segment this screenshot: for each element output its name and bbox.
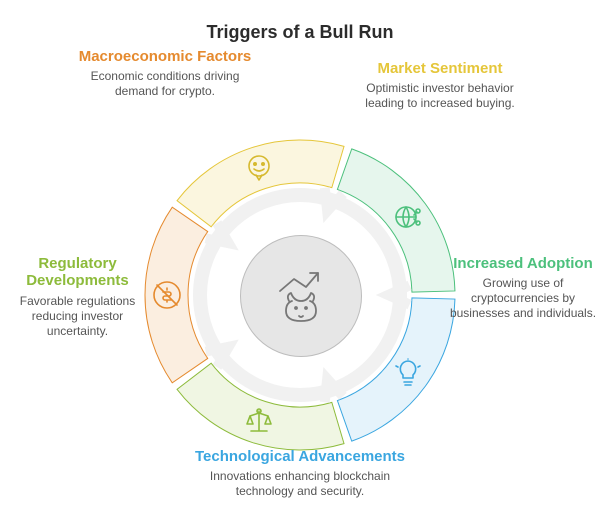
scales-icon (243, 406, 275, 438)
globe-share-icon (392, 201, 424, 233)
dollar-cross-icon (151, 279, 183, 311)
smiley-chat-icon (243, 152, 275, 184)
infographic-stage: Triggers of a Bull Run Macroeconomic Fac… (0, 0, 600, 527)
bull-arrow-icon (266, 261, 336, 331)
lightbulb-icon (392, 357, 424, 389)
center-disc (240, 235, 362, 357)
